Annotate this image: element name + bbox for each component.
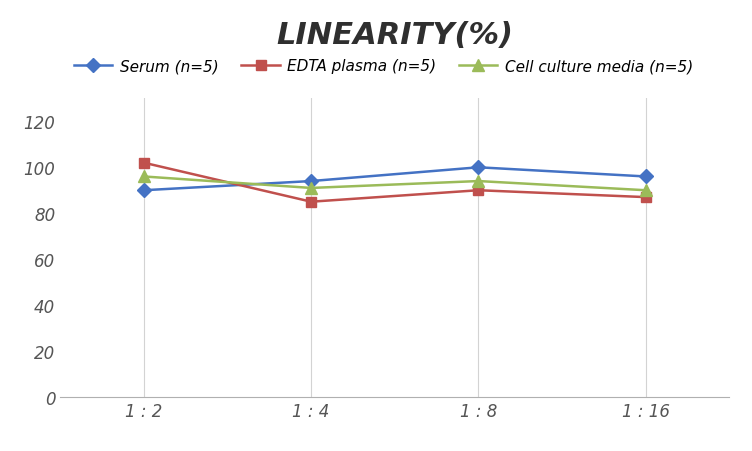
Cell culture media (n=5) (641, 188, 650, 193)
Cell culture media (n=5) (139, 175, 148, 180)
Cell culture media (n=5) (307, 186, 316, 191)
Serum (n=5) (307, 179, 316, 184)
EDTA plasma (n=5) (307, 199, 316, 205)
Title: LINEARITY(%): LINEARITY(%) (276, 21, 514, 50)
EDTA plasma (n=5) (139, 161, 148, 166)
Line: Cell culture media (n=5): Cell culture media (n=5) (138, 171, 651, 196)
EDTA plasma (n=5) (641, 195, 650, 200)
EDTA plasma (n=5) (474, 188, 483, 193)
Cell culture media (n=5) (474, 179, 483, 184)
Serum (n=5) (641, 175, 650, 180)
Line: Serum (n=5): Serum (n=5) (139, 163, 650, 196)
Legend: Serum (n=5), EDTA plasma (n=5), Cell culture media (n=5): Serum (n=5), EDTA plasma (n=5), Cell cul… (68, 53, 699, 80)
Line: EDTA plasma (n=5): EDTA plasma (n=5) (139, 158, 650, 207)
Serum (n=5) (474, 165, 483, 170)
Serum (n=5) (139, 188, 148, 193)
